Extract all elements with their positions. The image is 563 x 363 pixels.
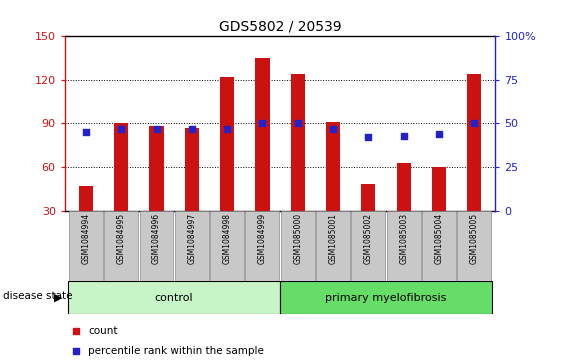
Title: GDS5802 / 20539: GDS5802 / 20539 <box>219 20 341 34</box>
Point <box>435 131 444 137</box>
Text: GSM1084998: GSM1084998 <box>222 213 231 264</box>
Bar <box>175 211 209 281</box>
Point <box>329 126 338 131</box>
Text: primary myelofibrosis: primary myelofibrosis <box>325 293 446 303</box>
Bar <box>351 211 385 281</box>
Point <box>82 129 91 135</box>
Text: GSM1085001: GSM1085001 <box>329 213 338 264</box>
Bar <box>114 123 128 211</box>
Point <box>117 126 126 131</box>
Bar <box>281 211 315 281</box>
Bar <box>220 77 234 211</box>
Text: GSM1085003: GSM1085003 <box>399 213 408 264</box>
Text: GSM1085000: GSM1085000 <box>293 213 302 264</box>
Text: disease state: disease state <box>3 291 72 301</box>
Point <box>71 328 80 334</box>
Point <box>364 134 373 140</box>
Bar <box>432 167 446 211</box>
Bar <box>457 211 491 281</box>
Bar <box>467 74 481 211</box>
Point <box>187 126 196 131</box>
Point <box>152 126 161 131</box>
Text: GSM1084999: GSM1084999 <box>258 213 267 264</box>
Bar <box>396 163 411 211</box>
Point <box>470 121 479 126</box>
Text: count: count <box>88 326 118 336</box>
Bar <box>68 281 280 314</box>
Text: GSM1084997: GSM1084997 <box>187 213 196 264</box>
Bar <box>210 211 244 281</box>
Bar <box>185 128 199 211</box>
Text: ▶: ▶ <box>53 293 62 303</box>
Bar <box>361 184 376 211</box>
Text: control: control <box>155 293 194 303</box>
Text: GSM1085002: GSM1085002 <box>364 213 373 264</box>
Bar <box>149 126 164 211</box>
Bar <box>79 186 93 211</box>
Bar <box>104 211 138 281</box>
Point <box>222 126 231 131</box>
Point <box>71 348 80 354</box>
Bar <box>387 211 421 281</box>
Text: GSM1084995: GSM1084995 <box>117 213 126 264</box>
Bar <box>69 211 103 281</box>
Bar <box>316 211 350 281</box>
Bar <box>291 74 305 211</box>
Point <box>399 133 408 139</box>
Text: GSM1084994: GSM1084994 <box>82 213 91 264</box>
Point <box>293 121 302 126</box>
Bar <box>140 211 173 281</box>
Point <box>258 121 267 126</box>
Text: GSM1084996: GSM1084996 <box>152 213 161 264</box>
Text: GSM1085005: GSM1085005 <box>470 213 479 264</box>
Bar <box>422 211 456 281</box>
Bar <box>280 281 492 314</box>
Text: percentile rank within the sample: percentile rank within the sample <box>88 346 264 356</box>
Bar <box>326 122 340 211</box>
Bar <box>256 58 270 211</box>
Bar <box>245 211 279 281</box>
Text: GSM1085004: GSM1085004 <box>435 213 444 264</box>
